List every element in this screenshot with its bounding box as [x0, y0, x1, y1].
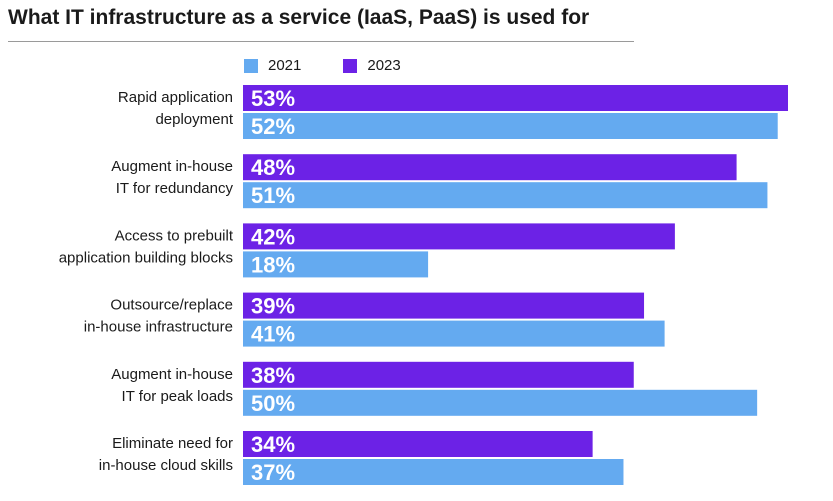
bar-label-2021-6: 37% [251, 460, 295, 485]
bar-2023-4 [243, 292, 645, 319]
bar-2023-3 [243, 223, 675, 250]
bar-2021-5 [243, 389, 758, 416]
category-label-2-line-2: IT for redundancy [116, 180, 234, 197]
bar-label-2023-5: 38% [251, 363, 295, 388]
legend-label-2023: 2023 [367, 57, 401, 74]
title-divider [8, 41, 634, 42]
bar-2021-1 [243, 113, 778, 139]
bar-label-2023-6: 34% [251, 432, 295, 457]
bar-label-2021-3: 18% [251, 252, 295, 277]
category-label-1-line-1: Rapid application [118, 89, 233, 106]
bar-label-2021-5: 50% [251, 391, 295, 416]
category-label-5-line-1: Augment in-house [111, 366, 233, 383]
bar-2023-6 [243, 431, 593, 457]
bar-label-2023-1: 53% [251, 86, 295, 111]
legend: 2021 2023 [244, 57, 443, 74]
bar-2021-3 [243, 251, 429, 278]
bar-2021-2 [243, 182, 768, 209]
legend-swatch-2023 [343, 58, 358, 73]
category-label-6-line-1: Eliminate need for [112, 435, 233, 452]
legend-item-2023: 2023 [343, 57, 401, 74]
bar-label-2021-2: 51% [251, 183, 295, 208]
legend-item-2021: 2021 [244, 57, 301, 74]
bar-2021-6 [243, 459, 624, 485]
bar-2021-4 [243, 320, 665, 347]
legend-label-2021: 2021 [268, 57, 302, 74]
category-label-1-line-2: deployment [155, 111, 233, 128]
category-label-2-line-1: Augment in-house [111, 158, 233, 175]
category-label-3-line-2: application building blocks [59, 249, 233, 266]
bar-label-2023-4: 39% [251, 294, 295, 319]
category-label-6-line-2: in-house cloud skills [99, 457, 233, 474]
bar-label-2023-2: 48% [251, 155, 295, 180]
chart-title: What IT infrastructure as a service (Iaa… [8, 6, 590, 29]
category-label-3-line-1: Access to prebuilt [115, 227, 234, 244]
bar-2023-2 [243, 154, 737, 181]
bar-label-2021-1: 52% [251, 114, 295, 139]
bar-2023-1 [243, 85, 788, 111]
bar-label-2021-4: 41% [251, 322, 295, 347]
category-label-4-line-2: in-house infrastructure [84, 319, 233, 336]
category-label-5-line-2: IT for peak loads [122, 388, 233, 405]
legend-swatch-2021 [244, 58, 258, 73]
category-label-4-line-1: Outsource/replace [110, 297, 233, 314]
bar-2023-5 [243, 361, 634, 388]
bar-label-2023-3: 42% [251, 224, 295, 249]
